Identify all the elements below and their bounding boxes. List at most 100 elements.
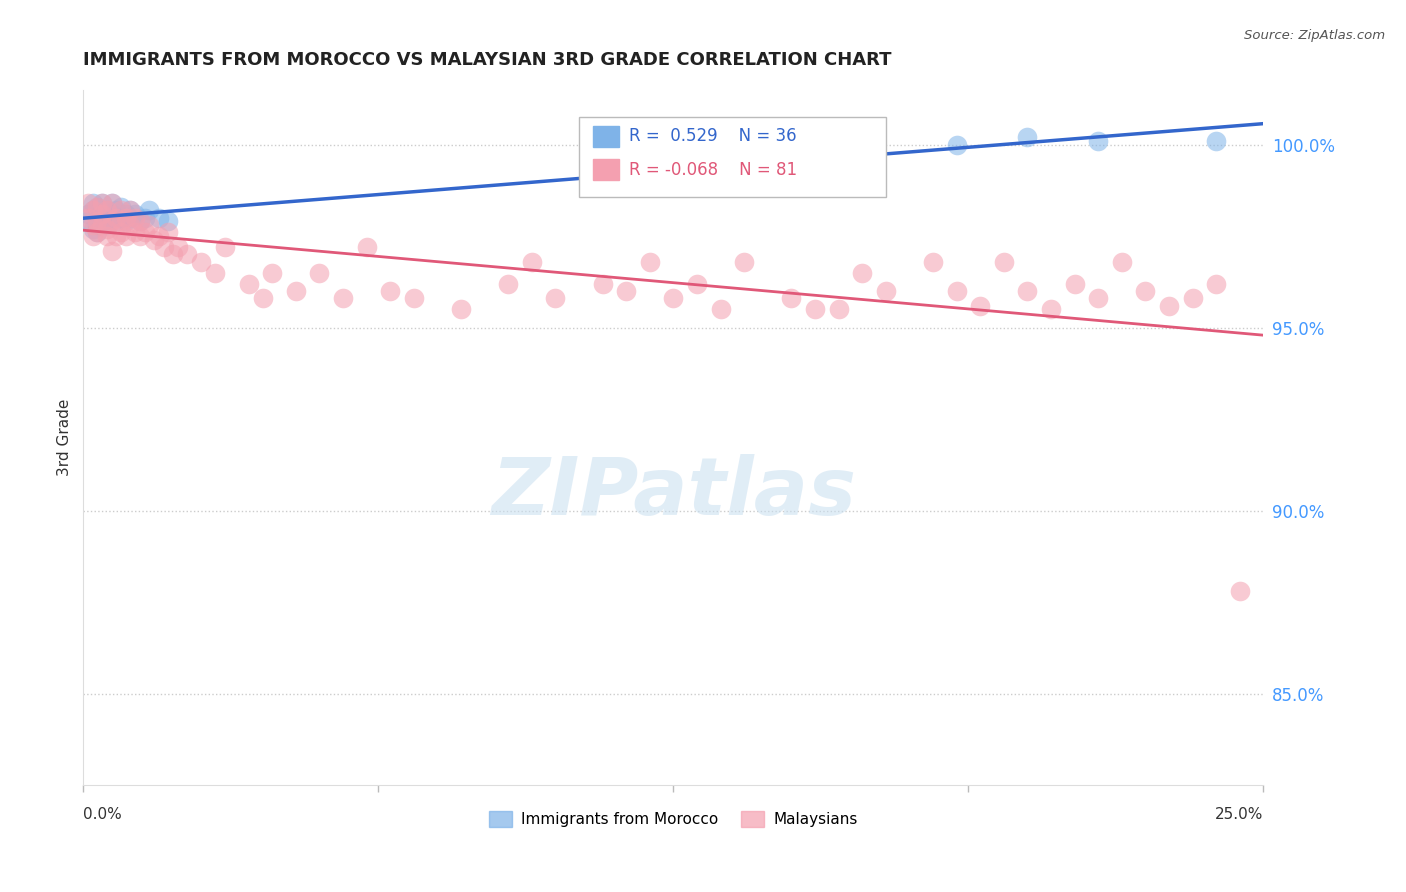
Point bbox=[96, 218, 118, 232]
Text: ZIPatlas: ZIPatlas bbox=[491, 454, 856, 532]
Legend: Immigrants from Morocco, Malaysians: Immigrants from Morocco, Malaysians bbox=[482, 805, 863, 833]
Point bbox=[96, 214, 118, 228]
Point bbox=[402, 291, 425, 305]
Point bbox=[238, 277, 260, 291]
Point bbox=[86, 211, 108, 225]
Point bbox=[96, 203, 118, 218]
Point bbox=[100, 196, 122, 211]
Point bbox=[82, 196, 104, 211]
Point bbox=[851, 266, 873, 280]
Point bbox=[129, 229, 152, 244]
Point bbox=[1111, 254, 1133, 268]
Text: R =  0.529    N = 36: R = 0.529 N = 36 bbox=[628, 128, 796, 145]
Point bbox=[82, 221, 104, 235]
Point bbox=[1040, 302, 1063, 317]
Point bbox=[827, 302, 849, 317]
Point bbox=[91, 207, 114, 221]
Point bbox=[733, 254, 755, 268]
Point bbox=[1063, 277, 1085, 291]
FancyBboxPatch shape bbox=[593, 126, 619, 146]
Point bbox=[86, 218, 108, 232]
Point bbox=[114, 207, 136, 221]
Point bbox=[157, 214, 180, 228]
Point bbox=[1229, 584, 1251, 599]
Point bbox=[105, 211, 128, 225]
Point bbox=[114, 211, 136, 225]
Point bbox=[86, 226, 108, 240]
Point bbox=[1087, 134, 1109, 148]
Point bbox=[105, 214, 128, 228]
Point bbox=[143, 233, 166, 247]
Point bbox=[1181, 291, 1204, 305]
Point bbox=[1017, 284, 1039, 298]
Point bbox=[105, 203, 128, 218]
Point bbox=[804, 302, 827, 317]
Point bbox=[214, 240, 236, 254]
Text: IMMIGRANTS FROM MOROCCO VS MALAYSIAN 3RD GRADE CORRELATION CHART: IMMIGRANTS FROM MOROCCO VS MALAYSIAN 3RD… bbox=[83, 51, 891, 69]
Point bbox=[86, 214, 108, 228]
Point bbox=[544, 291, 567, 305]
Point bbox=[134, 226, 156, 240]
Point bbox=[120, 211, 142, 225]
Point bbox=[82, 203, 104, 218]
Point bbox=[100, 244, 122, 258]
Point bbox=[129, 214, 152, 228]
Point bbox=[875, 284, 897, 298]
Point bbox=[1205, 134, 1227, 148]
Point bbox=[120, 203, 142, 218]
Point bbox=[77, 211, 100, 225]
Point bbox=[308, 266, 330, 280]
Text: 0.0%: 0.0% bbox=[83, 807, 122, 822]
Text: Source: ZipAtlas.com: Source: ZipAtlas.com bbox=[1244, 29, 1385, 42]
Point bbox=[945, 284, 967, 298]
Point bbox=[100, 214, 122, 228]
Point bbox=[134, 211, 156, 225]
Point bbox=[120, 203, 142, 218]
Point bbox=[96, 229, 118, 244]
Text: 25.0%: 25.0% bbox=[1215, 807, 1264, 822]
Point bbox=[100, 207, 122, 221]
Point bbox=[96, 203, 118, 218]
Point bbox=[110, 203, 132, 218]
Point bbox=[110, 211, 132, 225]
Point bbox=[96, 221, 118, 235]
Point bbox=[110, 200, 132, 214]
Point bbox=[152, 240, 174, 254]
Point bbox=[969, 299, 991, 313]
Point bbox=[82, 218, 104, 232]
Point bbox=[780, 291, 803, 305]
Point bbox=[129, 214, 152, 228]
Point bbox=[262, 266, 284, 280]
Point bbox=[190, 254, 212, 268]
Point bbox=[91, 196, 114, 211]
Point bbox=[105, 229, 128, 244]
Point bbox=[86, 226, 108, 240]
Point bbox=[166, 240, 188, 254]
Text: R = -0.068    N = 81: R = -0.068 N = 81 bbox=[628, 161, 797, 178]
Point bbox=[922, 254, 945, 268]
Point bbox=[91, 207, 114, 221]
Point bbox=[148, 211, 170, 225]
Point bbox=[496, 277, 519, 291]
Point bbox=[124, 207, 146, 221]
Point bbox=[157, 226, 180, 240]
Point bbox=[1087, 291, 1109, 305]
Point bbox=[86, 200, 108, 214]
Point bbox=[91, 196, 114, 211]
Point bbox=[148, 229, 170, 244]
Point bbox=[1157, 299, 1180, 313]
Point bbox=[124, 211, 146, 225]
Point bbox=[138, 218, 160, 232]
Point bbox=[162, 247, 184, 261]
Point bbox=[77, 196, 100, 211]
Point bbox=[176, 247, 198, 261]
Point bbox=[138, 203, 160, 218]
Point bbox=[520, 254, 543, 268]
Point bbox=[124, 226, 146, 240]
Point bbox=[993, 254, 1015, 268]
Point bbox=[356, 240, 378, 254]
Point bbox=[284, 284, 307, 298]
Point bbox=[77, 214, 100, 228]
FancyBboxPatch shape bbox=[593, 159, 619, 180]
Point bbox=[252, 291, 274, 305]
